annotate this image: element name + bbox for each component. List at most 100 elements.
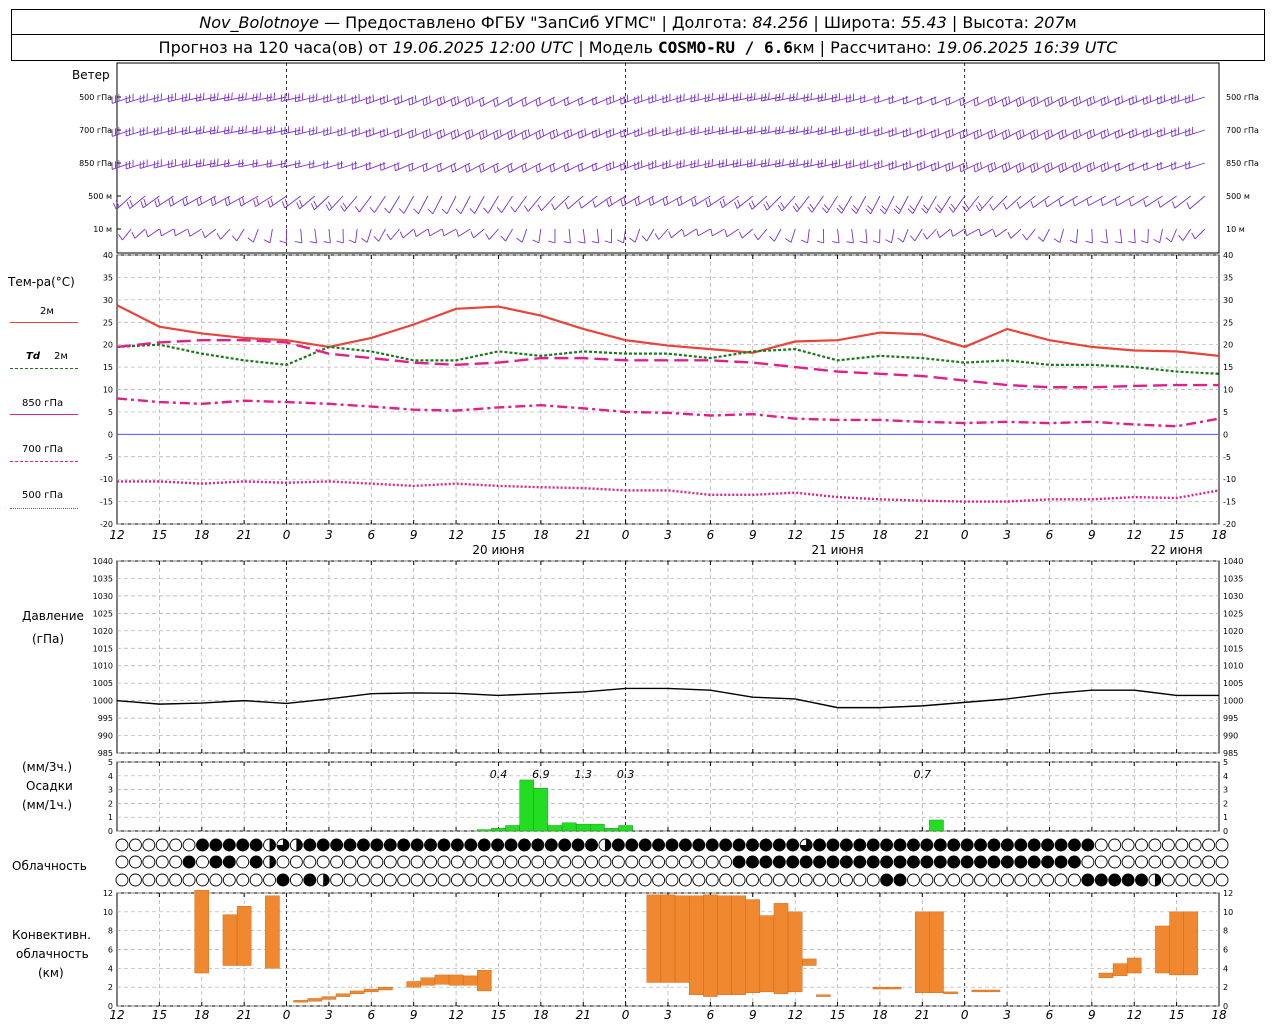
pres-ytick-right: 1000 [1223,697,1243,706]
wind-barb [1058,129,1078,140]
conv-bar [915,911,930,994]
cloud-symbol [209,838,223,852]
wind-barb [987,95,1008,107]
conv-ytick-left: 12 [103,889,113,898]
temp-ytick-left: 25 [103,318,113,327]
wind-barb [351,127,372,137]
wind-barb [606,127,626,139]
temp-ytick-right: -15 [1223,498,1236,507]
cloud-symbol [464,838,478,852]
cloud-label: Облачность [12,859,87,873]
wind-barb [139,159,160,169]
cloud-symbol [652,873,666,887]
wind-barb [748,195,768,210]
precip-bar [604,828,619,832]
series-t700 [116,397,1220,428]
wind-barb [860,228,868,244]
conv-bar [222,914,238,966]
time1-hour: 18 [533,528,549,542]
conv-ytick-right: 12 [1223,889,1233,898]
wind-barb [993,228,1008,238]
cloud-symbol [585,873,598,887]
time1-hour: 15 [1169,528,1184,542]
wind-barb [959,128,980,140]
cloud-symbol [813,873,827,887]
cloud-symbol [987,873,1001,887]
time1-hour: 12 [109,528,124,542]
wind-barb [340,195,358,212]
wind-barb [181,158,202,168]
temp-ytick-left: -20 [100,520,113,529]
wind-barb [1015,162,1036,173]
wind-barb [523,195,542,212]
cloud-symbol [853,838,867,852]
cloud-symbol [974,838,987,852]
cloud-symbol [1054,838,1068,852]
wind-barb [111,127,132,137]
wind-barb [591,96,612,106]
precip-bar [929,819,944,832]
conv-bar [462,975,478,986]
time1-hour: 18 [1211,528,1227,542]
temp-ytick-left: 30 [103,296,113,305]
wind-barb [916,160,937,171]
wind-barb [641,228,655,242]
cloud-symbol [196,838,209,852]
wind-barb [496,195,513,213]
wind-barb [1030,96,1050,107]
cloud-symbol [128,855,142,869]
prec-ytick-left: 4 [108,772,113,781]
wind-barb [266,159,287,168]
wind-barb [950,228,965,237]
wind-level-left: 500 гПа [79,93,112,102]
wind-barb [860,159,881,170]
cloud-symbol [678,855,692,869]
wind-barb [436,128,457,140]
cloud-symbol [799,855,813,869]
time2-hour: 21 [915,1008,930,1022]
wind-barb [888,160,909,171]
wind-barb [252,159,273,168]
time2-hour: 0 [961,1008,969,1022]
cloud-symbol [759,838,773,852]
time1-hour: 15 [491,528,506,542]
cloud-symbol [437,838,451,852]
cloud-symbol [276,838,290,852]
wind-barb [1185,161,1206,170]
wind-barb [690,159,711,169]
temp-label: Тем-ра(°C) [8,275,75,289]
wind-barb [931,96,951,106]
wind-barb [521,162,542,173]
conv-bar [448,974,464,986]
wind-barb [1172,195,1192,209]
convective-cloud-panel: 0 0 2 2 4 4 6 6 8 8 10 10 12 12 [103,889,1233,1011]
cloud-symbol [531,873,545,887]
wind-barb [851,195,867,214]
cloud-symbol [1094,838,1108,852]
cloud-symbol [1135,855,1148,869]
cloud-symbol [558,873,572,887]
wind-barb [1072,161,1093,173]
conv-bar [1183,911,1199,976]
wind-barb [959,161,980,173]
time2-hour: 0 [622,1008,630,1022]
cloud-symbol [236,855,250,869]
time1-hour: 18 [872,528,888,542]
wind-barb [989,195,1008,211]
series-t850 [116,338,1219,389]
cloud-symbol [598,838,612,852]
cloud-symbol [1081,838,1095,852]
conv-bar [420,977,436,986]
cloud-symbol [678,873,692,887]
conv-bar [477,970,492,992]
cloud-symbol [786,873,800,887]
pres-ytick-left: 1000 [93,697,113,706]
cloud-symbol [222,873,236,887]
wind-barb [323,93,344,103]
time-axis-middle: 12 15 18 21 0 3 6 9 12 15 18 21 0 3 6 9 12 15 18 21 0 3 6 9 12 15… [109,528,1227,557]
wind-level-right: 500 м [1226,192,1250,201]
cloud-symbol [866,873,880,887]
cloud-symbol [1202,873,1216,887]
cloud-symbol [692,873,706,887]
